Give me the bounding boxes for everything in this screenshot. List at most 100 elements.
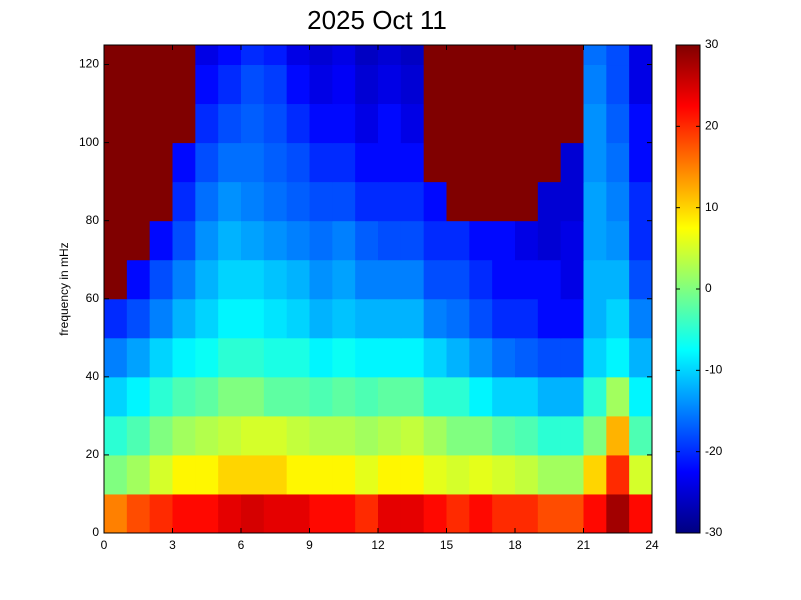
heatmap-cell [515,220,539,261]
heatmap-cell [286,454,310,495]
heatmap-cell [537,45,562,66]
heatmap-cell [104,259,128,300]
heatmap-cell [126,454,151,495]
heatmap-cell [241,337,265,378]
heatmap-cell [515,142,539,183]
heatmap-cell [286,259,310,300]
heatmap-cell [104,181,128,222]
heatmap-cell [355,259,379,300]
heatmap-cell [332,45,356,66]
heatmap-cell [195,415,219,456]
heatmap-cell [241,45,265,66]
heatmap-cell [537,181,562,222]
heatmap-cell [309,493,333,534]
heatmap-cell [149,181,173,222]
heatmap-cell [492,142,516,183]
heatmap-cell [378,415,402,456]
heatmap-cell [606,415,630,456]
heatmap-cell [172,45,196,66]
heatmap-cell [492,298,516,339]
heatmap-cell [149,220,173,261]
heatmap-cell [492,337,516,378]
heatmap-cell [241,298,265,339]
heatmap-cell [126,220,151,261]
heatmap-cell [400,181,425,222]
heatmap-cell [309,181,333,222]
heatmap-cell [104,45,128,66]
x-tick-label: 18 [508,538,522,552]
heatmap-cell [126,259,151,300]
heatmap-cell [241,415,265,456]
heatmap-cell [263,493,288,534]
heatmap-cell [218,181,242,222]
heatmap-cell [583,64,607,105]
heatmap-cell [423,45,447,66]
heatmap-cell [355,181,379,222]
y-tick-label: 80 [86,213,100,227]
heatmap-cell [126,103,151,144]
heatmap-cell [218,415,242,456]
heatmap-cell [537,103,562,144]
heatmap-cell [263,337,288,378]
heatmap-cell [560,181,584,222]
heatmap-cell [195,454,219,495]
heatmap-cell [309,45,333,66]
heatmap-cell [378,454,402,495]
heatmap-cell [378,64,402,105]
heatmap-cell [629,376,653,417]
heatmap-cell [583,493,607,534]
heatmap-cell [286,64,310,105]
heatmap-cell [583,220,607,261]
heatmap-cell [378,142,402,183]
heatmap-cell [286,181,310,222]
heatmap-cell [149,493,173,534]
heatmap-cell [446,337,470,378]
heatmap-cell [469,337,493,378]
heatmap-cell [241,181,265,222]
heatmap-cell [446,493,470,534]
heatmap-cell [469,493,493,534]
heatmap-cell [378,45,402,66]
heatmap-cell [218,493,242,534]
heatmap-cell [446,259,470,300]
heatmap-cell [537,376,562,417]
colorbar-tick-label: 20 [705,119,719,133]
y-tick-label: 100 [79,135,99,149]
heatmap-cell [446,64,470,105]
chart-title: 2025 Oct 11 [307,5,447,35]
heatmap-cell [400,493,425,534]
heatmap-cell [241,103,265,144]
x-tick-label: 9 [306,538,313,552]
heatmap-cell [423,376,447,417]
heatmap-cell [126,298,151,339]
heatmap-cell [378,181,402,222]
heatmap-cell [286,45,310,66]
heatmap-cell [263,415,288,456]
heatmap-cell [195,142,219,183]
heatmap-cell [309,259,333,300]
x-tick-label: 21 [577,538,591,552]
heatmap-cell [309,454,333,495]
heatmap-cell [126,415,151,456]
heatmap-cell [126,337,151,378]
heatmap-cell [126,181,151,222]
heatmap-cell [241,220,265,261]
heatmap-cell [400,415,425,456]
heatmap-cell [172,103,196,144]
heatmap-cell [469,415,493,456]
heatmap-cell [606,298,630,339]
y-tick-label: 120 [79,57,99,71]
heatmap-cell [126,64,151,105]
heatmap-cell [104,415,128,456]
heatmap-cell [172,415,196,456]
heatmap-cell [332,259,356,300]
heatmap-cell [355,103,379,144]
heatmap-cell [583,337,607,378]
heatmap-cell [355,298,379,339]
heatmap-cell [515,337,539,378]
heatmap-cell [492,45,516,66]
heatmap-cell [195,493,219,534]
heatmap-cell [400,220,425,261]
heatmap-cell [537,64,562,105]
